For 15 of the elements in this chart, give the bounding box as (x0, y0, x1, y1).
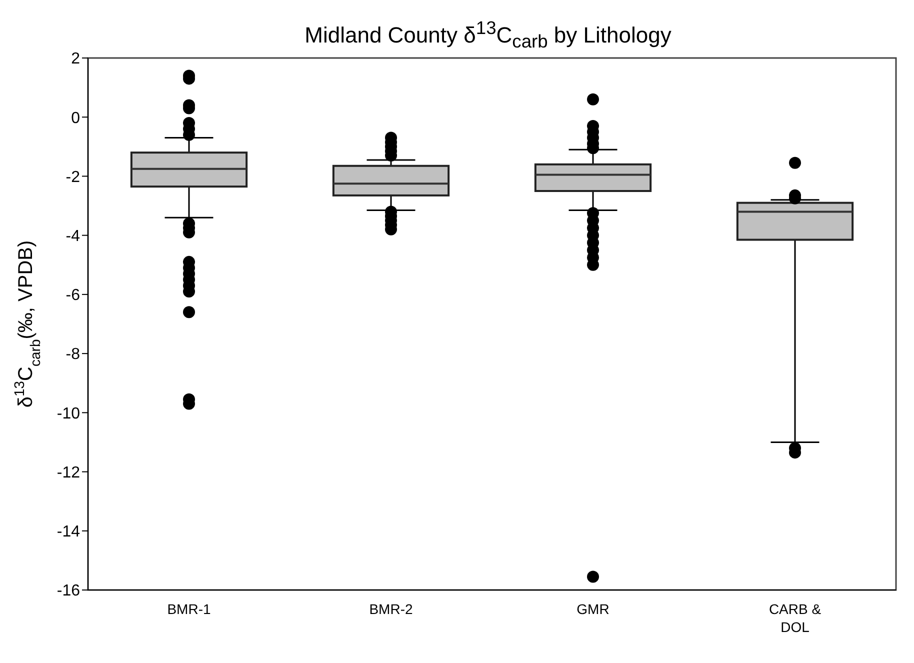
y-tick-label: -4 (66, 228, 80, 246)
x-tick-label: BMR-1 (167, 601, 211, 617)
y-tick-label: 0 (71, 110, 80, 127)
y-tick-label: -8 (66, 346, 80, 364)
y-tick-label: 2 (71, 50, 80, 68)
chart-title: Midland County δ$^{13}$C$_{carb}$ by Lithology (304, 16, 672, 52)
y-tick-label: -16 (56, 582, 80, 600)
x-tick-label: CARB & DOL (768, 601, 822, 635)
y-tick-label: -10 (56, 405, 80, 422)
y-tick-label: -12 (56, 464, 80, 482)
y-tick-label: -6 (66, 287, 80, 304)
y-tick-label: -2 (66, 168, 80, 186)
y-tick-label: -14 (56, 524, 80, 541)
x-tick-label: GMR (576, 601, 610, 617)
x-tick-label: BMR-2 (369, 601, 413, 617)
